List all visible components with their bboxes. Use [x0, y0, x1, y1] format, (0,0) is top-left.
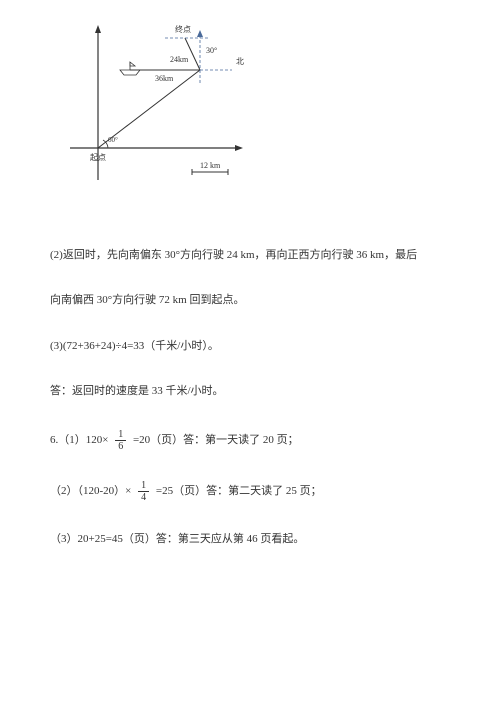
frac-den: 6: [115, 441, 126, 452]
endpoint-label: 终点: [175, 24, 191, 34]
frac-num: 1: [138, 480, 149, 492]
p6-1-post: =20（页）答：第一天读了 20 页；: [133, 434, 299, 446]
route-diagram: 终点 30° 24km 36km 60° 起点 北 12 km: [60, 20, 450, 197]
answer-2-line-a: (2)返回时，先向南偏东 30°方向行驶 24 km，再向正西方向行驶 36 k…: [50, 247, 450, 265]
frac-den: 4: [138, 492, 149, 503]
p6-2-pre: （2）（120-20）×: [50, 485, 131, 497]
dist-36-label: 36km: [155, 74, 174, 83]
frac-num: 1: [115, 429, 126, 441]
scale-label: 12 km: [200, 161, 221, 170]
fraction-1-4: 1 4: [138, 480, 149, 503]
p6-2-post: =25（页）答：第二天读了 25 页；: [156, 485, 322, 497]
start-label: 起点: [90, 153, 106, 162]
problem-6-2: （2）（120-20）× 1 4 =25（页）答：第二天读了 25 页；: [50, 480, 450, 503]
north-label: 北: [236, 57, 244, 66]
dist-24-label: 24km: [170, 55, 189, 64]
problem-6-1: 6.（1）120× 1 6 =20（页）答：第一天读了 20 页；: [50, 429, 450, 452]
answer-2-line-b: 向南偏西 30°方向行驶 72 km 回到起点。: [50, 292, 450, 310]
fraction-1-6: 1 6: [115, 429, 126, 452]
angle-30-label: 30°: [206, 46, 217, 55]
answer-3-summary: 答：返回时的速度是 33 千米/小时。: [50, 383, 450, 401]
answer-3: (3)(72+36+24)÷4=33（千米/小时）。: [50, 338, 450, 356]
angle-60-label: 60°: [108, 136, 118, 144]
problem-6-3: （3）20+25=45（页）答：第三天应从第 46 页看起。: [50, 531, 450, 549]
diagram-svg: 终点 30° 24km 36km 60° 起点 北 12 km: [60, 20, 250, 190]
p6-1-pre: 6.（1）120×: [50, 434, 108, 446]
